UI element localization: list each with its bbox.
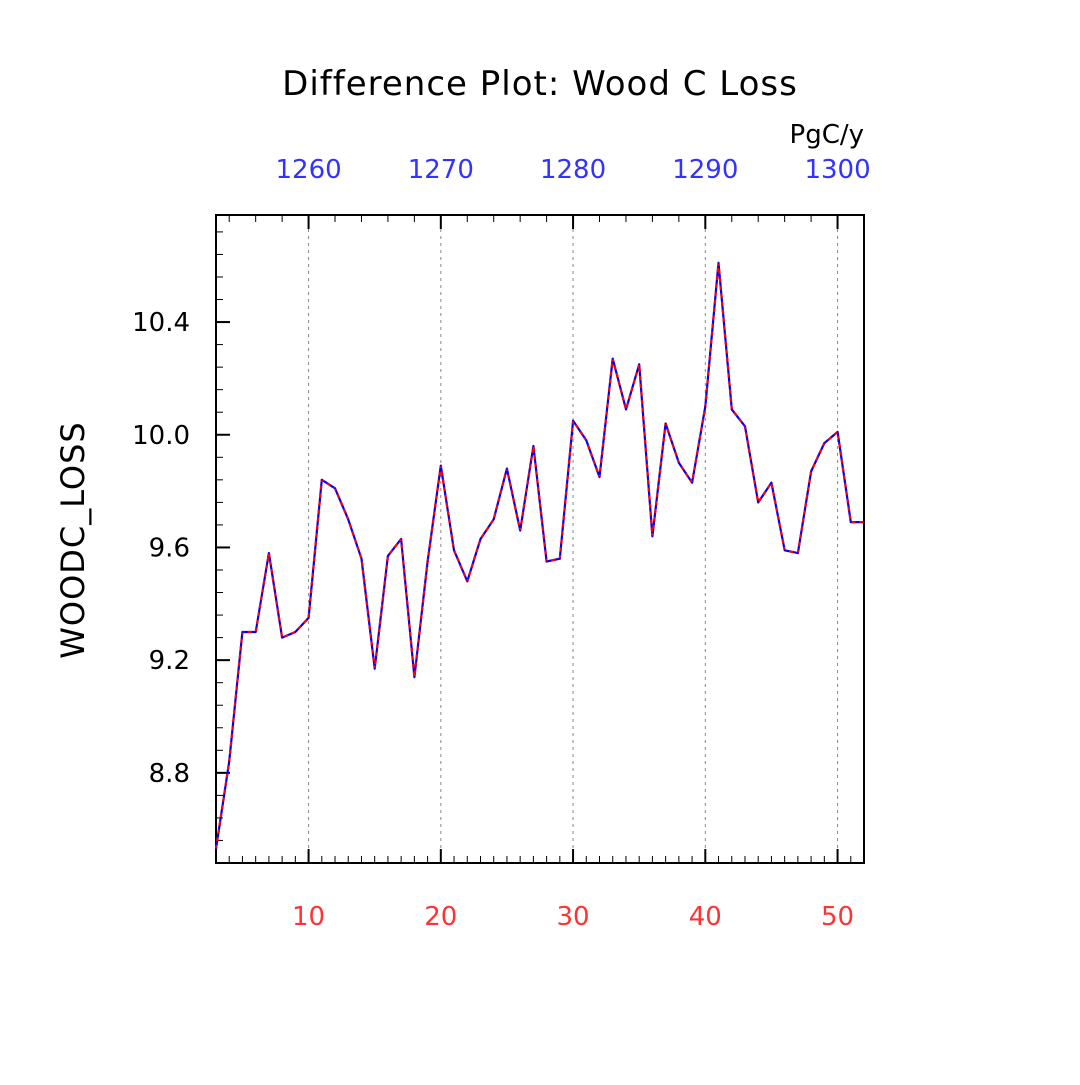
data-point-34 xyxy=(625,408,627,411)
data-point-27 xyxy=(532,445,535,447)
data-point-35 xyxy=(638,363,641,366)
grid-layer xyxy=(308,215,839,863)
data-point-13 xyxy=(347,518,350,521)
data-point-9 xyxy=(294,631,297,633)
data-point-20 xyxy=(439,464,442,467)
data-point-40 xyxy=(704,405,707,408)
series-line xyxy=(214,261,864,850)
data-point-16 xyxy=(387,555,389,557)
data-point-32 xyxy=(598,476,601,478)
data-point-14 xyxy=(360,557,363,560)
x-bottom-tick-label: 30 xyxy=(557,902,590,932)
x-top-tick-label: 1290 xyxy=(672,155,738,185)
data-point-4 xyxy=(228,760,231,763)
data-point-15 xyxy=(373,667,376,670)
data-point-41 xyxy=(717,261,720,264)
x-top-tick-label: 1300 xyxy=(804,155,870,185)
plot-frame xyxy=(215,214,865,864)
data-point-19 xyxy=(426,560,429,563)
data-point-21 xyxy=(453,549,455,552)
data-point-38 xyxy=(677,462,680,464)
data-point-51 xyxy=(849,521,852,523)
data-point-12 xyxy=(334,487,336,490)
data-point-50 xyxy=(836,431,839,433)
data-point-26 xyxy=(519,529,522,532)
data-point-31 xyxy=(585,439,588,442)
data-point-28 xyxy=(545,560,548,563)
data-point-7 xyxy=(267,552,270,554)
data-point-30 xyxy=(572,419,574,422)
x-top-tick-label: 1280 xyxy=(540,155,606,185)
x-top-tick-label: 1270 xyxy=(408,155,474,185)
units-label: PgC/y xyxy=(790,120,864,150)
data-point-18 xyxy=(413,676,416,678)
data-point-8 xyxy=(281,636,284,639)
data-point-39 xyxy=(691,481,693,484)
data-point-24 xyxy=(492,518,495,521)
data-point-49 xyxy=(823,442,826,445)
data-point-44 xyxy=(757,501,760,504)
data-point-36 xyxy=(651,535,654,538)
data-point-43 xyxy=(744,425,746,428)
y-tick-label: 8.8 xyxy=(149,759,190,789)
data-point-3 xyxy=(215,848,217,850)
data-point-47 xyxy=(796,552,799,554)
y-tick-label: 10.0 xyxy=(132,421,190,451)
data-point-33 xyxy=(611,357,614,360)
data-point-25 xyxy=(506,467,508,470)
y-tick-label: 9.6 xyxy=(149,533,190,563)
data-point-6 xyxy=(254,631,257,633)
data-point-52 xyxy=(863,521,865,523)
data-point-29 xyxy=(558,557,561,560)
chart-title: Difference Plot: Wood C Loss xyxy=(282,64,798,104)
x-bottom-tick-label: 20 xyxy=(424,902,457,932)
data-point-48 xyxy=(810,470,813,473)
axis-layer xyxy=(215,214,865,864)
x-top-tick-label: 1260 xyxy=(275,155,341,185)
data-point-37 xyxy=(664,422,667,425)
data-point-10 xyxy=(307,616,310,619)
y-tick-label: 9.2 xyxy=(149,646,190,676)
x-bottom-tick-label: 50 xyxy=(821,902,854,932)
data-point-22 xyxy=(466,580,469,583)
series-layer xyxy=(214,261,865,850)
y-axis-label: WOODC_LOSS xyxy=(54,421,92,659)
data-point-17 xyxy=(400,538,403,540)
tick-label-layer: 8.8 9.2 9.6 10.0 10.4 10 20 30 40 50 1260 1270 1280 1… xyxy=(132,155,871,932)
data-point-46 xyxy=(783,549,786,552)
data-point-45 xyxy=(770,481,773,484)
data-point-11 xyxy=(320,478,323,481)
y-tick-label: 10.4 xyxy=(132,308,190,338)
data-point-23 xyxy=(479,538,482,540)
data-point-5 xyxy=(241,631,244,633)
x-bottom-tick-label: 10 xyxy=(292,902,325,932)
series-line-overlay xyxy=(214,261,864,850)
data-point-42 xyxy=(730,408,733,411)
x-bottom-tick-label: 40 xyxy=(689,902,722,932)
